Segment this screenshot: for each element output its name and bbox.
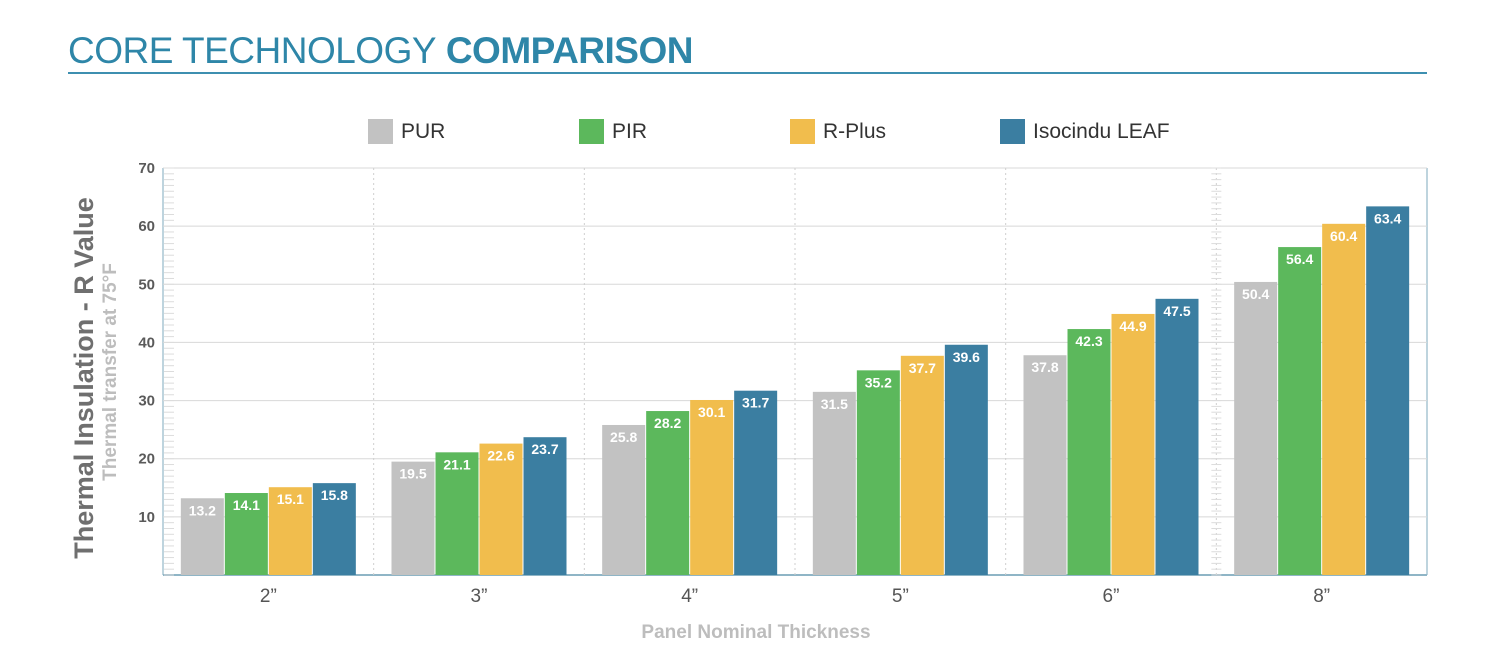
bar [391, 461, 435, 575]
bar [646, 411, 690, 575]
bar-value-label: 15.1 [277, 491, 304, 507]
bar-value-label: 37.7 [909, 360, 936, 376]
legend-swatch [368, 119, 393, 144]
bar-value-label: 39.6 [953, 349, 980, 365]
bar [1067, 329, 1111, 575]
legend-swatch [1000, 119, 1025, 144]
bar [312, 483, 356, 575]
bar-value-label: 21.1 [443, 456, 470, 472]
bar [224, 493, 268, 575]
y-tick-label: 10 [138, 509, 155, 526]
bar [268, 487, 312, 575]
legend-label: PUR [401, 120, 445, 143]
page-title: CORE TECHNOLOGY COMPARISON [68, 30, 693, 72]
x-axis-label: Panel Nominal Thickness [641, 622, 870, 643]
legend-item: PIR [579, 119, 647, 144]
bar-value-label: 50.4 [1242, 286, 1269, 302]
bar-value-label: 42.3 [1075, 333, 1102, 349]
x-tick-label: 3” [471, 586, 488, 607]
bar-value-label: 15.8 [321, 487, 348, 503]
bar [1111, 313, 1155, 575]
bar-value-label: 28.2 [654, 415, 681, 431]
legend-swatch [579, 119, 604, 144]
y-axis-ruler [164, 167, 1222, 576]
legend-label: PIR [612, 120, 647, 143]
bar [812, 391, 856, 575]
title-rule [68, 72, 1427, 74]
bar-value-label: 44.9 [1119, 318, 1146, 334]
x-axis-categories: 2” 3” 4” 5” 6” 8” [260, 586, 1330, 607]
y-tick-label: 50 [138, 276, 155, 293]
bars: 13.2 14.1 15.1 15.8 19.5 21.1 22.6 23.7 25.8 28.2… [180, 206, 1410, 576]
x-tick-label: 8” [1313, 586, 1330, 607]
y-tick-label: 70 [138, 160, 155, 177]
bar [435, 452, 479, 575]
title-light: CORE TECHNOLOGY [68, 30, 437, 71]
legend-label: Isocindu LEAF [1033, 120, 1170, 143]
y-axis-label: Thermal Insulation - R Value [69, 197, 99, 559]
bar [1278, 247, 1322, 575]
bar-value-label: 13.2 [189, 502, 216, 518]
title-bold: COMPARISON [445, 30, 694, 71]
legend-item: Isocindu LEAF [1000, 119, 1170, 144]
x-tick-label: 2” [260, 586, 277, 607]
legend-item: PUR [368, 119, 445, 144]
bar-value-label: 14.1 [233, 497, 260, 513]
bar [479, 443, 523, 575]
bar [944, 344, 988, 575]
bar-value-label: 25.8 [610, 429, 637, 445]
bar-value-label: 22.6 [487, 448, 514, 464]
legend-swatch [790, 119, 815, 144]
legend-label: R-Plus [823, 120, 886, 143]
bar [523, 437, 567, 575]
bar-value-label: 60.4 [1330, 228, 1357, 244]
bar [900, 355, 944, 575]
bar [856, 370, 900, 575]
bar-value-label: 23.7 [531, 441, 558, 457]
bar [180, 498, 224, 575]
x-tick-label: 4” [681, 586, 698, 607]
y-axis-ticks: 10 20 30 40 50 60 70 [138, 160, 155, 526]
bar-value-label: 63.4 [1374, 210, 1401, 226]
y-axis-sublabel: Thermal transfer at 75°F [100, 263, 121, 481]
x-tick-label: 6” [1103, 586, 1120, 607]
y-tick-label: 40 [138, 334, 155, 351]
bar [1366, 206, 1410, 576]
bar-value-label: 37.8 [1031, 359, 1058, 375]
x-tick-label: 5” [892, 586, 909, 607]
y-tick-label: 20 [138, 451, 155, 468]
legend: PUR PIR R-Plus Isocindu LEAF [368, 119, 1170, 144]
bar-value-label: 56.4 [1286, 251, 1313, 267]
bar [1322, 223, 1366, 575]
bar-value-label: 19.5 [399, 466, 426, 482]
bar-value-label: 31.5 [821, 396, 848, 412]
bar [602, 424, 646, 575]
bar-value-label: 31.7 [742, 395, 769, 411]
bar [734, 390, 778, 575]
bar [1023, 355, 1067, 575]
y-tick-label: 60 [138, 218, 155, 235]
bar-value-label: 35.2 [865, 374, 892, 390]
legend-item: R-Plus [790, 119, 886, 144]
bar-value-label: 30.1 [698, 404, 725, 420]
y-tick-label: 30 [138, 393, 155, 410]
bar [1155, 298, 1199, 575]
bar [690, 399, 734, 575]
bar [1234, 281, 1278, 575]
bar-value-label: 47.5 [1163, 303, 1190, 319]
